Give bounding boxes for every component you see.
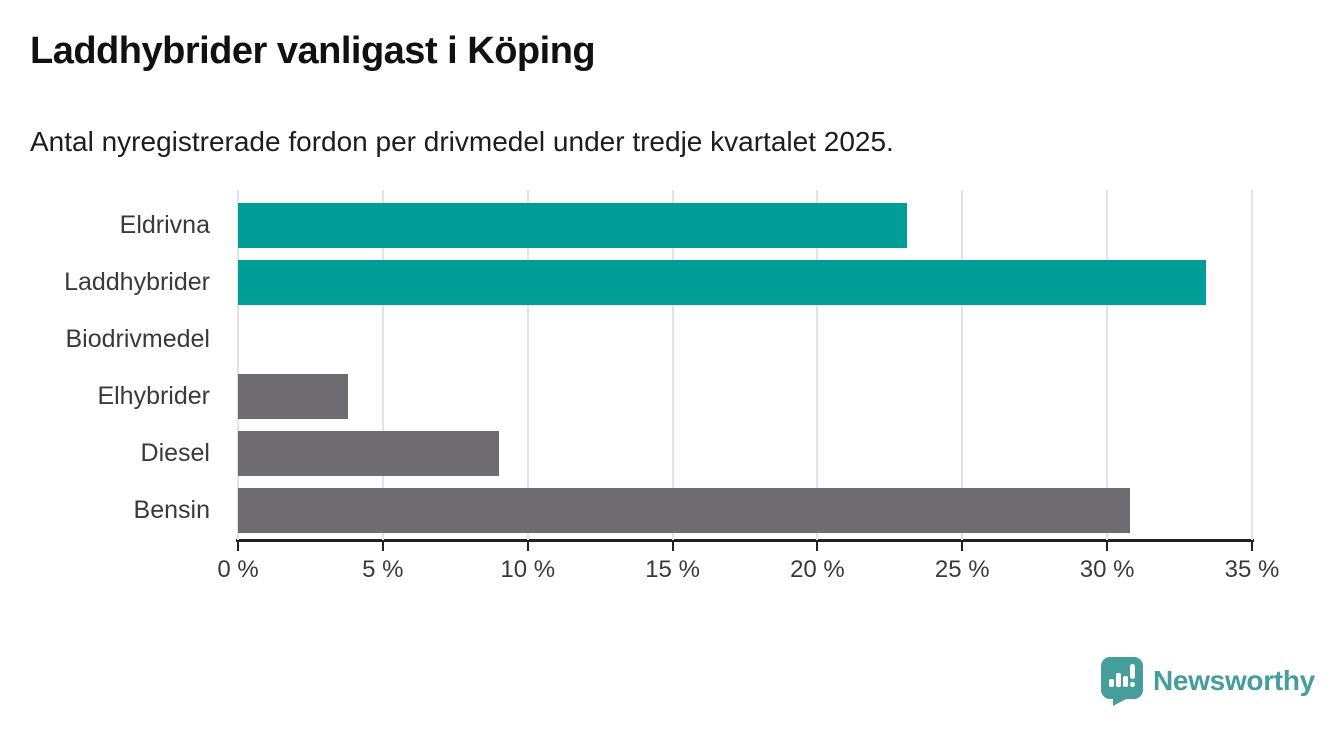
gridline-15 [671,190,674,540]
category-label-diesel: Diesel [140,439,210,467]
bar-laddhybrider [238,260,1206,305]
newsworthy-bar-chart-speech-bubble-icon [1100,656,1144,706]
x-axis-tick-10 [526,542,529,551]
gridline-25 [961,190,964,540]
category-labels: Eldrivna Laddhybrider Biodrivmedel Elhybrid… [0,190,224,540]
bar-eldrivna [238,203,908,248]
category-label-elhybrider: Elhybrider [97,382,210,410]
x-axis-tick-label-25: 25 % [934,556,990,583]
gridline-20 [816,190,819,540]
x-axis-tick-label-15: 15 % [645,556,700,583]
gridline-5 [381,190,384,540]
category-label-biodrivmedel: Biodrivmedel [65,325,210,353]
gridline-30 [1106,190,1109,540]
x-axis-tick-label-5: 5 % [362,556,404,583]
gridline-10 [526,190,529,540]
category-label-eldrivna: Eldrivna [119,211,210,239]
x-axis-tick-25 [961,542,964,551]
bar-bensin [238,488,1131,533]
bar-diesel [238,431,499,476]
x-axis-tick-30 [1106,542,1109,551]
x-axis-tick-label-0: 0 % [217,556,259,583]
x-axis-tick-35 [1251,542,1253,551]
newsworthy-logo: Newsworthy [1100,656,1315,706]
x-axis-tick-15 [671,542,674,551]
x-axis-tick-label-35: 35 % [1224,556,1280,583]
x-axis-tick-0 [237,542,239,551]
category-label-laddhybrider: Laddhybrider [64,268,210,296]
x-axis-tick-label-30: 30 % [1079,556,1135,583]
x-axis-tick-label-10: 10 % [500,556,556,583]
x-axis-tick-5 [381,542,384,551]
gridline-0 [237,190,239,540]
x-axis-tick-label-20: 20 % [790,556,845,583]
chart-subtitle: Antal nyregistrerade fordon per drivmede… [30,126,894,157]
x-axis-line [236,539,1254,542]
category-label-bensin: Bensin [133,496,210,524]
bar-elhybrider [238,374,349,419]
gridline-35 [1251,190,1253,540]
plot-area: 0 % 5 % 10 % 15 % 20 % 25 % 30 % 35 % [217,190,1279,583]
newsworthy-logo-text: Newsworthy [1153,665,1315,696]
chart-title: Laddhybrider vanligast i Köping [30,30,596,72]
x-axis-tick-20 [816,542,819,551]
